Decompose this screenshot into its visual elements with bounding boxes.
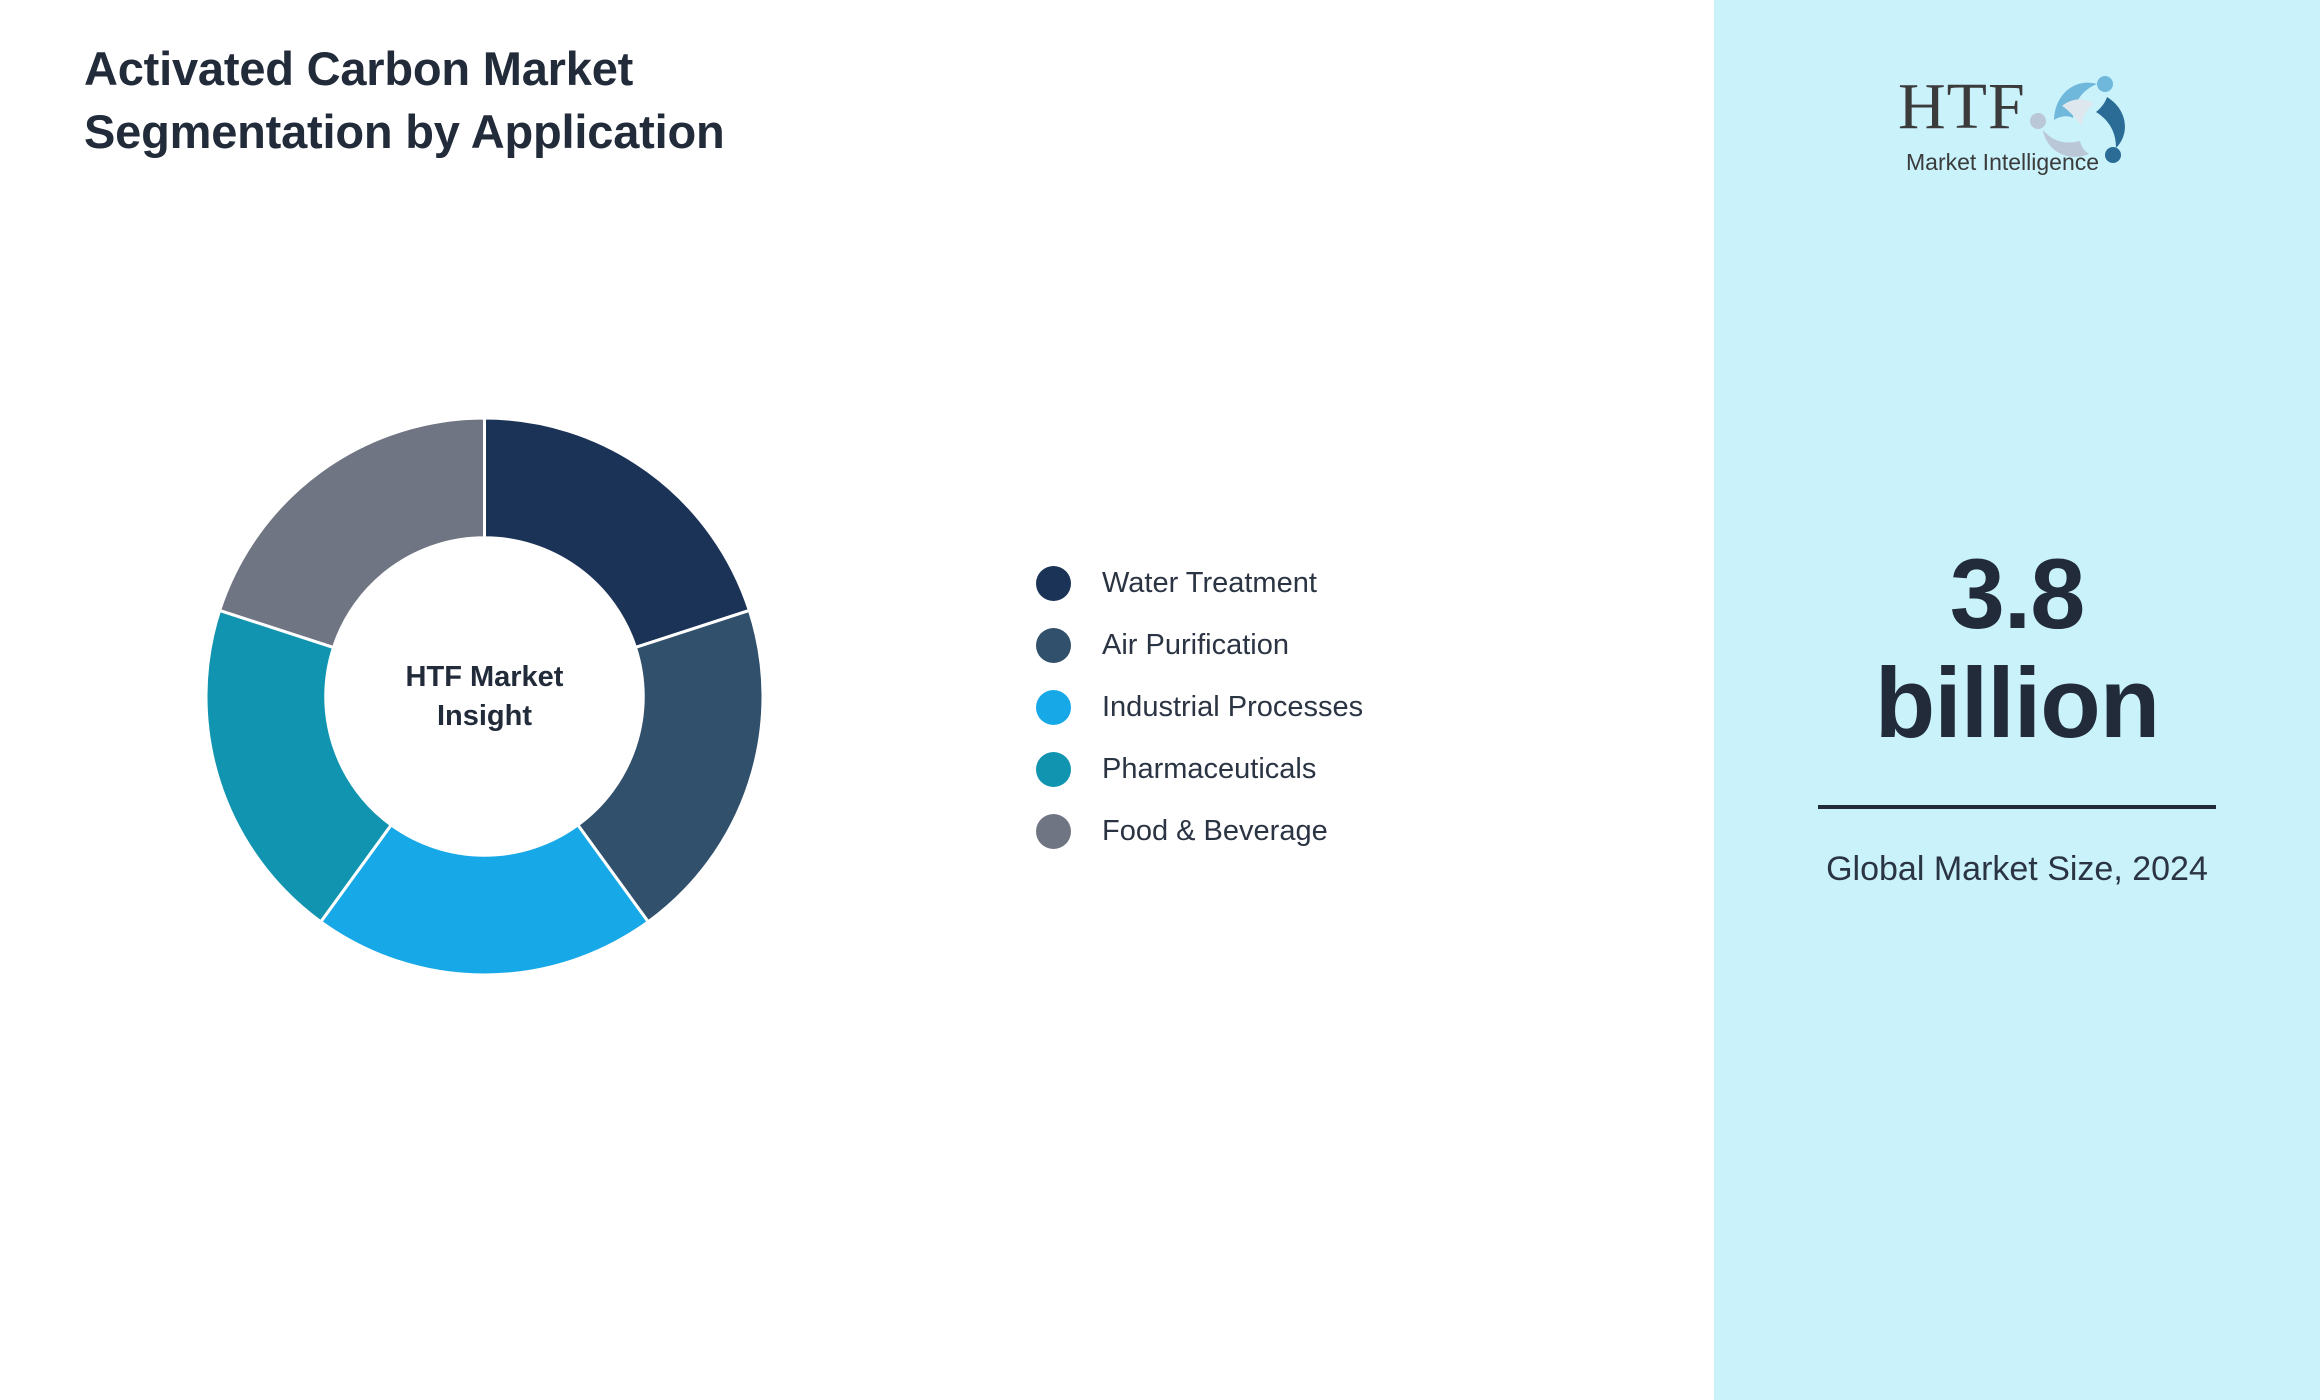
legend-item: Pharmaceuticals [1036, 738, 1363, 800]
chart-legend: Water Treatment Air Purification Industria… [1036, 552, 1363, 862]
market-size-caption: Global Market Size, 2024 [1826, 849, 2208, 888]
legend-item: Water Treatment [1036, 552, 1363, 614]
chart-panel: Activated Carbon Market Segmentation by … [84, 42, 1364, 975]
donut-chart: HTF Market Insight [206, 418, 763, 975]
htf-market-intelligence-logo: HTF Market Intelligence [1892, 62, 2142, 180]
market-size-stat: 3.8 billion Global Market Size, 2024 [1714, 538, 2320, 894]
logo-swirl-icon [2030, 76, 2125, 163]
donut-chart-svg [206, 418, 763, 975]
stat-panel: HTF Market Intelligence 3.8 billion Glob… [1714, 0, 2320, 1400]
logo-tagline-text: Market Intelligence [1906, 149, 2099, 175]
legend-swatch-icon [1036, 813, 1071, 849]
donut-slice [318, 822, 651, 975]
donut-slice [575, 608, 763, 924]
legend-item: Air Purification [1036, 614, 1363, 676]
legend-item: Food & Beverage [1036, 800, 1363, 862]
legend-swatch-icon [1036, 751, 1071, 787]
legend-item-label: Food & Beverage [1102, 814, 1328, 847]
legend-swatch-icon [1036, 565, 1071, 601]
page-title: Activated Carbon Market Segmentation by … [84, 42, 725, 158]
legend-item-label: Industrial Processes [1102, 690, 1364, 723]
legend-item: Industrial Processes [1036, 676, 1363, 738]
logo-wordmark-text: HTF [1898, 70, 2026, 143]
donut-slice [206, 608, 394, 924]
legend-swatch-icon [1036, 627, 1071, 663]
legend-item-label: Air Purification [1102, 628, 1289, 661]
stat-divider [1818, 804, 2216, 809]
htf-logo-svg: HTF Market Intelligence [1898, 70, 2125, 175]
legend-item-label: Pharmaceuticals [1102, 752, 1317, 785]
legend-item-label: Water Treatment [1102, 566, 1317, 599]
donut-slice-group [206, 418, 763, 975]
market-size-value: 3.8 billion [1874, 538, 2160, 758]
donut-slice [217, 418, 486, 650]
legend-swatch-icon [1036, 689, 1071, 725]
donut-slice [483, 418, 752, 650]
